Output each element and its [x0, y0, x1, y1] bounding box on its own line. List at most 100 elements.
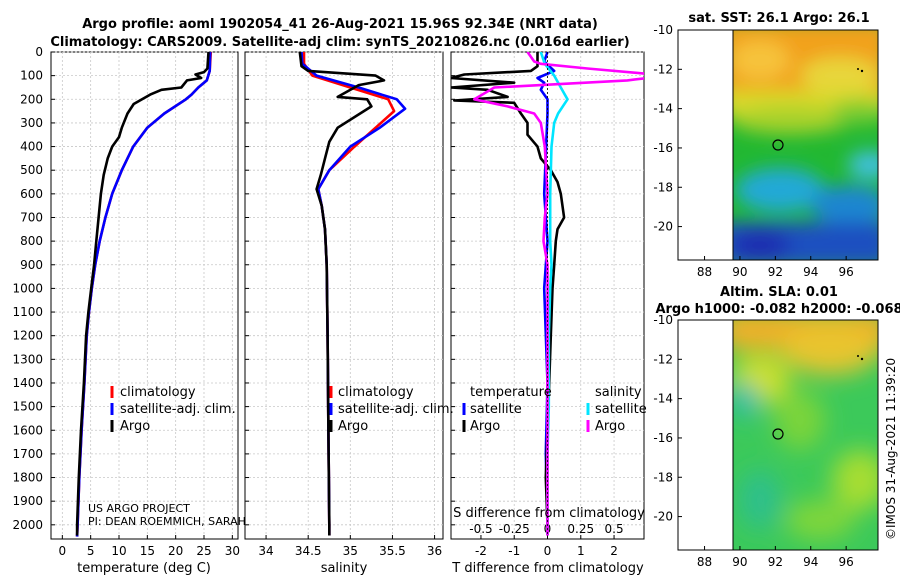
map-lat-tick-label: -16: [653, 141, 673, 155]
figure-title-line1: Argo profile: aoml 1902054_41 26-Aug-202…: [82, 17, 598, 32]
legend-label-t-satellite: satellite: [470, 402, 522, 417]
map-lon-tick-label: 94: [803, 555, 818, 569]
depth-tick-label: 600: [20, 187, 43, 201]
sla-map-data-extent: [732, 319, 879, 551]
salinity-panel-frame: [244, 51, 444, 540]
depth-tick-label: 1200: [12, 329, 43, 343]
float-trail-dot: [860, 357, 864, 361]
temperature-line-argo: [75, 52, 210, 536]
argo-position-marker: [772, 428, 784, 440]
depth-tick-label: 800: [20, 234, 43, 248]
salinity-x-tick-label: 34.5: [295, 544, 322, 558]
s-diff-tick-label: -0.5: [469, 522, 492, 536]
temperature-x-tick-label: 30: [225, 544, 240, 558]
legend-label-climatology: climatology: [338, 385, 414, 400]
map-lon-tick-label: 90: [732, 555, 747, 569]
salinity-x-tick-label: 35: [343, 544, 358, 558]
temperature-x-tick-label: 5: [87, 544, 95, 558]
temperature-x-tick-label: 20: [168, 544, 183, 558]
map-lat-tick-label: -14: [653, 392, 673, 406]
difference-legend: temperature satellite Argo salinity sate…: [462, 385, 647, 434]
legend-label-satellite-adj: satellite-adj. clim.: [338, 402, 454, 417]
sst-map-data-extent: [732, 29, 879, 261]
map-lat-tick-label: -10: [653, 23, 673, 37]
temperature-series-group: [75, 52, 213, 537]
depth-tick-label: 1300: [12, 352, 43, 366]
legend-label-satellite-adj: satellite-adj. clim.: [120, 402, 236, 417]
depth-tick-label: 2000: [12, 518, 43, 532]
salinity-legend: climatology satellite-adj. clim. Argo: [329, 385, 454, 434]
profile-lines-layer: [75, 52, 644, 539]
map-lon-tick-label: 92: [768, 265, 783, 279]
difference-xlabel: T difference from climatology: [451, 561, 644, 576]
salinity-xlabel: salinity: [321, 561, 368, 576]
temperature-x-tick-label: 0: [59, 544, 67, 558]
float-trail-dot: [860, 69, 864, 73]
depth-tick-label: 300: [20, 116, 43, 130]
sst-map-field: [733, 30, 878, 260]
map-ticks-layer: 88 90 92 94 96 -10 -12 -14 -16 -18 -20 88 90 92 94 96 -1…: [653, 23, 853, 569]
difference-line-temperature-argo: [451, 52, 566, 536]
depth-tick-label: 1800: [12, 471, 43, 485]
depth-tick-label: 900: [20, 258, 43, 272]
legend-label-argo: Argo: [120, 419, 150, 434]
legend-label-t-argo: Argo: [470, 419, 500, 434]
depth-tick-label: 0: [35, 45, 43, 59]
depth-tick-label: 1600: [12, 423, 43, 437]
depth-tick-label: 1100: [12, 305, 43, 319]
s-diff-tick-label: 0.25: [567, 522, 594, 536]
legend-label-s-argo: Argo: [595, 419, 625, 434]
salinity-series-group: [298, 52, 407, 536]
map-lat-tick-label: -12: [653, 62, 673, 76]
map-lon-tick-label: 92: [768, 555, 783, 569]
sst-map-title: sat. SST: 26.1 Argo: 26.1: [688, 11, 869, 26]
s-diff-tick-label: 0.5: [605, 522, 624, 536]
legend-label-argo: Argo: [338, 419, 368, 434]
temperature-xlabel: temperature (deg C): [77, 561, 211, 576]
difference-x-tick-label: -2: [475, 544, 487, 558]
map-lat-tick-label: -18: [653, 180, 673, 194]
map-lon-tick-label: 90: [732, 265, 747, 279]
temperature-x-tick-label: 10: [111, 544, 126, 558]
map-lon-tick-label: 88: [697, 555, 712, 569]
depth-tick-label: 1700: [12, 447, 43, 461]
map-lat-tick-label: -16: [653, 431, 673, 445]
temperature-legend: climatology satellite-adj. clim. Argo: [110, 385, 236, 434]
depth-tick-label: 1900: [12, 494, 43, 508]
depth-tick-label: 1000: [12, 281, 43, 295]
salinity-x-tick-label: 34: [258, 544, 273, 558]
map-lat-tick-label: -10: [653, 313, 673, 327]
temperature-x-tick-label: 25: [196, 544, 211, 558]
difference-x-tick-label: 1: [577, 544, 585, 558]
depth-tick-label: 100: [20, 69, 43, 83]
project-label: US ARGO PROJECT: [88, 502, 190, 515]
depth-tick-label: 200: [20, 92, 43, 106]
sla-map-title: Altim. SLA: 0.01: [720, 285, 838, 300]
difference-x-tick-label: 0: [544, 544, 552, 558]
salinity-line-argo: [298, 52, 386, 536]
depth-tick-label: 400: [20, 140, 43, 154]
sla-map-subtitle: Argo h1000: -0.082 h2000: -0.068: [655, 302, 900, 317]
argo-position-marker: [772, 139, 784, 151]
salinity-x-tick-label: 35.5: [379, 544, 406, 558]
s-diff-tick-label: -0.25: [499, 522, 530, 536]
difference-x-tick-label: -1: [508, 544, 520, 558]
difference-x-tick-label: 2: [610, 544, 618, 558]
map-lon-tick-label: 88: [697, 265, 712, 279]
map-lat-tick-label: -20: [653, 510, 673, 524]
secondary-axis-label: S difference from climatology: [453, 506, 645, 521]
temperature-x-tick-label: 15: [140, 544, 155, 558]
map-lat-tick-label: -18: [653, 470, 673, 484]
depth-tick-label: 500: [20, 163, 43, 177]
float-trail-dot: [857, 355, 859, 357]
depth-tick-label: 700: [20, 210, 43, 224]
salinity-x-tick-label: 36: [427, 544, 442, 558]
legend-label-s-satellite: satellite: [595, 402, 647, 417]
depth-tick-label: 1400: [12, 376, 43, 390]
map-lat-tick-label: -20: [653, 220, 673, 234]
map-lon-tick-label: 96: [839, 265, 854, 279]
map-lon-tick-label: 96: [839, 555, 854, 569]
sla-map-field: [733, 320, 878, 550]
figure-title-line2: Climatology: CARS2009. Satellite-adj cli…: [50, 35, 629, 50]
